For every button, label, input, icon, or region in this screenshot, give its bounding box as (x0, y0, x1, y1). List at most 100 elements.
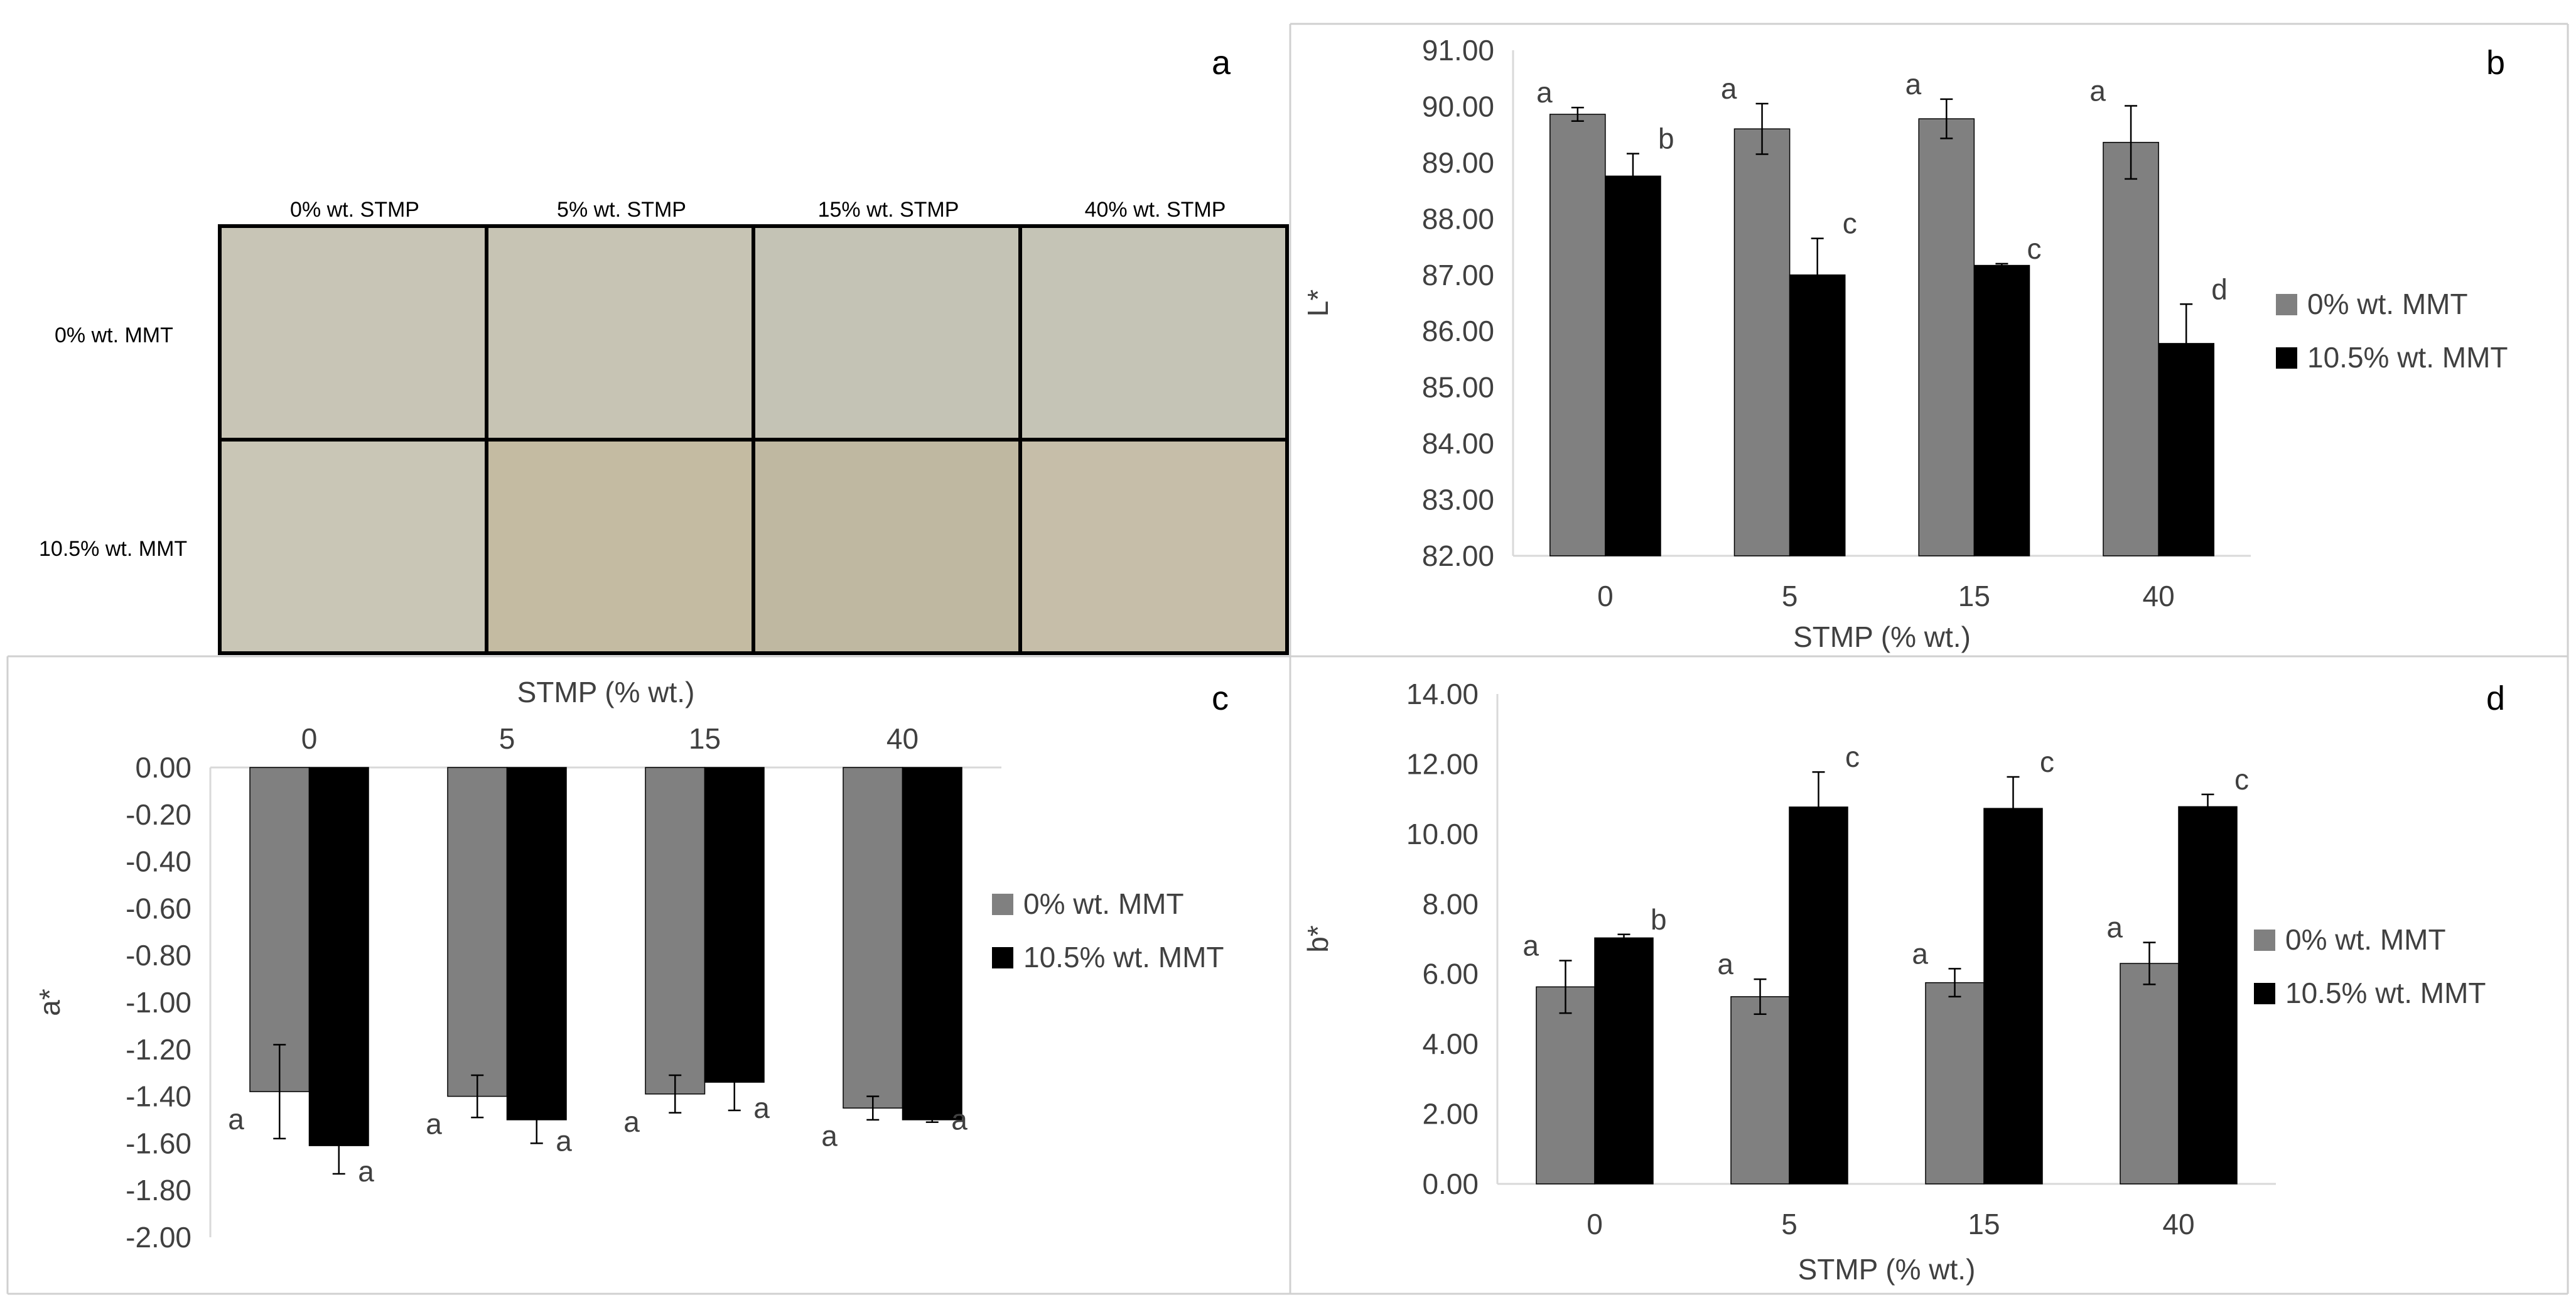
swatch-r1-c2 (752, 438, 1022, 655)
bar-b-s0-1 (1733, 128, 1791, 556)
xtick-b-0: 0 (1597, 580, 1614, 612)
panel-d-letter: d (2486, 680, 2505, 717)
xtick-c-3: 40 (887, 722, 919, 755)
ylabel-b: L* (1301, 290, 1334, 317)
chart-d: d 0.00 2.00 4.00 6.00 8.00 10.00 12.00 14.00 0 5 15… (1301, 678, 2505, 1286)
sig-letter-d-s0-1: a (1717, 948, 1733, 980)
legend-label-b-1: 10.5% wt. MMT (2307, 341, 2508, 374)
column-header-3: 40% wt. STMP (1085, 198, 1226, 222)
sig-letter-d-s1-3: c (2234, 763, 2249, 796)
ytick-c-8: -0.40 (126, 845, 191, 878)
sig-letter-b-s1-3: d (2211, 273, 2228, 305)
ytick-c-5: -1.00 (126, 986, 191, 1019)
swatch-r1-c1 (485, 438, 755, 655)
ytick-b-1: 83.00 (1422, 484, 1494, 516)
sig-letter-d-s1-1: c (1845, 740, 1860, 773)
sig-letter-d-s1-2: c (2040, 745, 2054, 778)
legend-swatch-d-1 (2254, 983, 2275, 1004)
sig-letter-c-s0-1: a (426, 1108, 442, 1141)
ytick-d-6: 12.00 (1406, 747, 1479, 780)
column-header-2: 15% wt. STMP (818, 198, 959, 222)
sig-letter-b-s0-0: a (1536, 76, 1553, 109)
panel-a-swatch-grid: a 0% wt. STMP 5% wt. STMP 15% wt. STMP 4… (39, 44, 1289, 655)
xlabel-b: STMP (% wt.) (1793, 621, 1971, 653)
xtick-d-2: 15 (1968, 1208, 2000, 1240)
sig-letter-c-s1-3: a (951, 1103, 967, 1136)
ytick-b-7: 89.00 (1422, 146, 1494, 179)
xtick-d-0: 0 (1587, 1208, 1603, 1240)
bar-c-s1-1 (506, 767, 567, 1120)
legend-label-b-0: 0% wt. MMT (2307, 288, 2468, 320)
sig-letter-c-s1-1: a (556, 1124, 572, 1157)
ytick-c-1: -1.80 (126, 1174, 191, 1206)
xtick-d-1: 5 (1781, 1208, 1797, 1240)
ytick-d-2: 4.00 (1422, 1027, 1479, 1060)
xtick-c-1: 5 (499, 722, 515, 755)
bar-b-s0-3 (2103, 141, 2159, 556)
ytick-d-7: 14.00 (1406, 678, 1479, 710)
sig-letter-b-s1-2: c (2027, 232, 2042, 265)
legend-swatch-d-0 (2254, 930, 2275, 951)
ytick-c-9: -0.20 (126, 798, 191, 831)
ytick-b-2: 84.00 (1422, 427, 1494, 460)
bar-c-s0-0 (249, 767, 310, 1092)
row-header-1: 10.5% wt. MMT (39, 537, 187, 561)
sig-letter-c-s0-3: a (821, 1119, 838, 1152)
bar-c-s1-2 (704, 767, 765, 1083)
ytick-d-0: 0.00 (1422, 1168, 1479, 1200)
chart-c: c -2.00 -1.80 -1.60 -1.40 -1.20 -1.00 -0.80 -0.6… (33, 676, 1229, 1254)
sig-letter-c-s1-2: a (753, 1092, 770, 1124)
ytick-b-6: 88.00 (1422, 202, 1494, 235)
column-header-0: 0% wt. STMP (290, 198, 419, 222)
bar-d-s1-3 (2178, 806, 2238, 1185)
legend-label-d-1: 10.5% wt. MMT (2285, 977, 2486, 1009)
ytick-c-10: 0.00 (135, 751, 191, 784)
bar-b-s0-2 (1918, 118, 1975, 556)
legend-swatch-c-0 (992, 894, 1013, 915)
swatch-r0-c3 (1018, 224, 1289, 442)
ytick-b-5: 87.00 (1422, 259, 1494, 291)
bar-b-s1-2 (1973, 264, 2030, 556)
ytick-c-2: -1.60 (126, 1127, 191, 1159)
xlabel-c: STMP (% wt.) (517, 676, 695, 708)
sig-letter-b-s0-2: a (1905, 68, 1922, 100)
xtick-b-1: 5 (1782, 580, 1798, 612)
swatch-r0-c2 (752, 224, 1022, 442)
sig-letter-d-s1-0: b (1651, 903, 1667, 936)
ytick-b-4: 86.00 (1422, 315, 1494, 347)
ytick-c-7: -0.60 (126, 892, 191, 924)
ytick-b-3: 85.00 (1422, 371, 1494, 404)
chart-b: b 82.00 83.00 84.00 85.00 86.00 87.00 88.00 89.0… (1301, 34, 2508, 653)
bar-b-s1-1 (1789, 274, 1846, 556)
bar-d-s1-2 (1983, 808, 2043, 1185)
bar-d-s1-0 (1594, 937, 1654, 1185)
xtick-b-3: 40 (2143, 580, 2175, 612)
bar-d-s0-3 (2120, 963, 2179, 1185)
sig-letter-b-s0-3: a (2089, 75, 2106, 107)
ytick-d-5: 10.00 (1406, 818, 1479, 850)
bar-c-s0-1 (447, 767, 508, 1097)
xtick-c-0: 0 (301, 722, 318, 755)
ytick-d-3: 6.00 (1422, 958, 1479, 990)
ylabel-c: a* (33, 989, 66, 1016)
bar-c-s0-2 (645, 767, 706, 1095)
panel-a-letter: a (1212, 44, 1231, 82)
legend-swatch-b-0 (2276, 294, 2297, 315)
swatch-r1-c0 (218, 438, 488, 655)
sig-letter-c-s0-0: a (228, 1103, 244, 1136)
ytick-c-6: -0.80 (126, 939, 191, 972)
sig-letter-c-s0-2: a (623, 1105, 640, 1138)
legend-swatch-b-1 (2276, 347, 2297, 369)
legend-label-c-0: 0% wt. MMT (1023, 887, 1184, 920)
bar-d-s1-1 (1789, 806, 1848, 1185)
ytick-b-9: 91.00 (1422, 34, 1494, 67)
legend-label-c-1: 10.5% wt. MMT (1023, 941, 1224, 973)
row-header-0: 0% wt. MMT (55, 323, 173, 347)
swatch-r0-c0 (218, 224, 488, 442)
sig-letter-b-s1-1: c (1843, 207, 1857, 240)
sig-letter-c-s1-0: a (358, 1155, 374, 1188)
bar-c-s0-3 (843, 767, 903, 1109)
ytick-b-0: 82.00 (1422, 539, 1494, 572)
swatch-r0-c1 (485, 224, 755, 442)
bar-d-s0-2 (1925, 982, 1985, 1185)
